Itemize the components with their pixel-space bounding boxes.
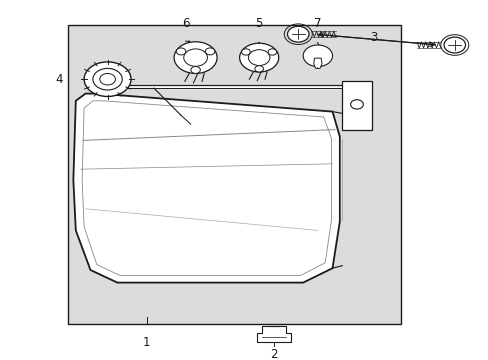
- Circle shape: [174, 42, 217, 73]
- Circle shape: [287, 26, 308, 42]
- Text: 6: 6: [182, 17, 189, 30]
- Polygon shape: [73, 94, 339, 283]
- Text: 5: 5: [255, 17, 263, 30]
- Polygon shape: [342, 81, 371, 130]
- Circle shape: [176, 48, 185, 55]
- Circle shape: [239, 43, 278, 72]
- Circle shape: [241, 49, 250, 55]
- Circle shape: [267, 49, 276, 55]
- Circle shape: [254, 66, 263, 72]
- Circle shape: [84, 62, 131, 96]
- Polygon shape: [256, 326, 290, 342]
- Text: 4: 4: [55, 73, 62, 86]
- Text: 1: 1: [142, 336, 150, 348]
- Text: 3: 3: [369, 31, 377, 44]
- FancyBboxPatch shape: [68, 25, 400, 324]
- Circle shape: [303, 45, 332, 67]
- Text: 2: 2: [269, 348, 277, 360]
- Polygon shape: [313, 58, 321, 68]
- Circle shape: [190, 67, 200, 73]
- Circle shape: [93, 68, 122, 90]
- Circle shape: [205, 48, 214, 55]
- Circle shape: [443, 37, 465, 53]
- Text: 7: 7: [313, 17, 321, 30]
